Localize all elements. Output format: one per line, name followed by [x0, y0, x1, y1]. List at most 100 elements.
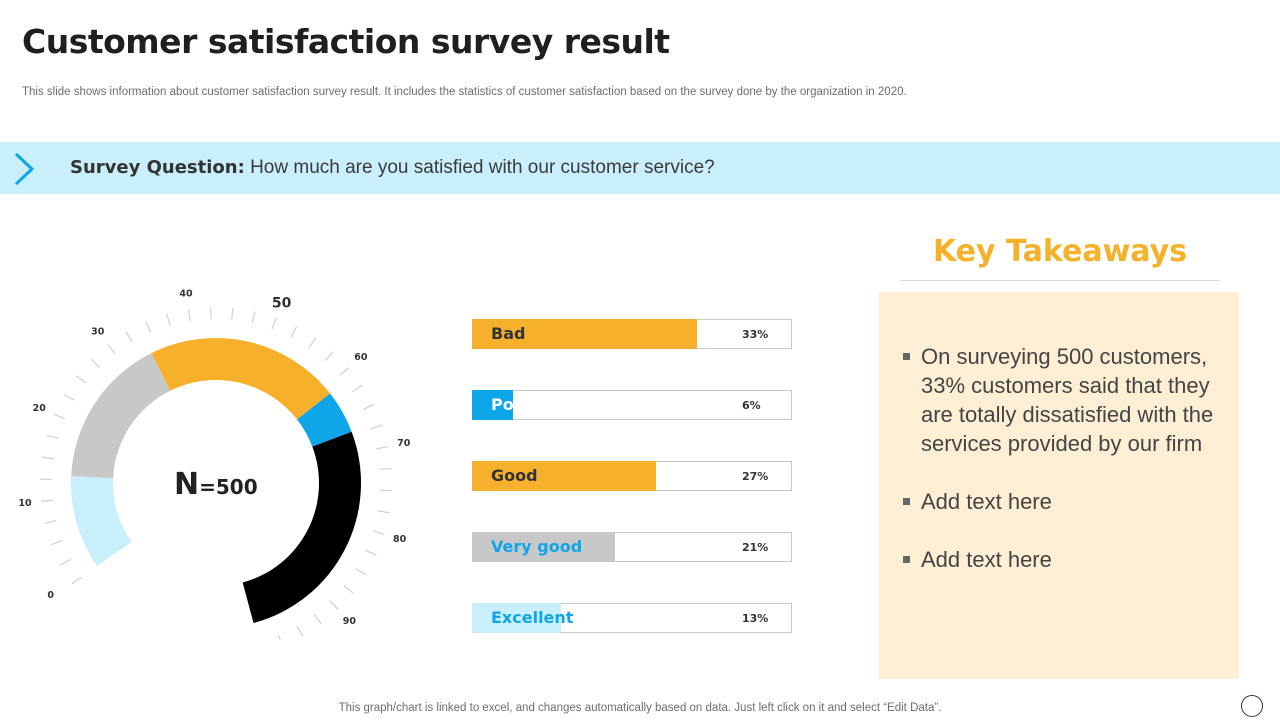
slide-nav-circle-icon[interactable]: [1241, 695, 1263, 717]
gauge-segment-very-good: [71, 353, 171, 479]
gauge-tick: [251, 311, 256, 324]
bar-category-label: Very good: [491, 537, 583, 556]
bar-fill: [472, 319, 697, 349]
gauge-tick: [41, 456, 54, 460]
gauge-tick: [76, 375, 87, 384]
gauge-tick: [308, 337, 317, 349]
bar-category-label: Poor: [491, 395, 533, 414]
gauge-segment-poor: [297, 393, 352, 447]
bar-category-label: Excellent: [491, 608, 574, 627]
gauge-n-value: =500: [199, 475, 258, 499]
gauge-tick: [125, 331, 133, 343]
bar-fill: [472, 603, 561, 633]
gauge-tick: [372, 530, 385, 536]
gauge-tick: [50, 539, 63, 546]
gauge-tick: [46, 434, 59, 440]
bar-value-label: 21%: [742, 541, 769, 554]
square-bullet-icon: [903, 556, 910, 563]
square-bullet-icon: [903, 353, 910, 360]
gauge-tick: [277, 634, 281, 640]
gauge-tick: [90, 358, 100, 368]
square-bullet-icon: [903, 498, 910, 505]
bar-fill: [472, 390, 513, 420]
bar-fill: [472, 532, 615, 562]
gauge-tick: [145, 321, 152, 333]
gauge-tick: [59, 558, 72, 566]
takeaway-item: Add text here: [903, 545, 1223, 574]
key-takeaways-divider: [900, 280, 1220, 281]
takeaway-item: Add text here: [903, 487, 1223, 516]
survey-question-value: How much are you satisfied with our cust…: [250, 157, 715, 178]
gauge-tick: [187, 309, 191, 322]
gauge-tick: [355, 568, 367, 576]
bar-row-poor: Poor 6%: [472, 390, 792, 420]
bar-row-bad: Bad 33%: [472, 319, 792, 349]
footer-note: This graph/chart is linked to excel, and…: [338, 702, 942, 714]
bar-category-label: Good: [491, 466, 538, 485]
svg-text:N=500: N=500: [174, 467, 258, 502]
gauge-tick: [71, 576, 83, 585]
gauge-scale-label: 10: [18, 498, 32, 509]
gauge-scale-label: 30: [91, 327, 105, 338]
gauge-tick: [370, 424, 383, 430]
survey-question-separator: :: [237, 157, 245, 178]
survey-question-label: Survey Question: [70, 157, 238, 178]
key-takeaways-panel: On surveying 500 customers, 33% customer…: [879, 292, 1239, 679]
gauge-scale-label: 50: [272, 296, 292, 312]
takeaway-text: Add text here: [921, 489, 1052, 514]
gauge-tick: [53, 413, 66, 420]
bar-fill: [472, 461, 656, 491]
page-subtitle: This slide shows information about custo…: [22, 86, 907, 98]
gauge-tick: [296, 625, 304, 637]
gauge-scale-label: 60: [354, 352, 368, 363]
gauge-tick: [231, 307, 234, 320]
gauge-tick: [313, 614, 322, 625]
gauge-scale-label: 70: [397, 438, 411, 449]
gauge-tick: [166, 313, 171, 326]
takeaway-item: On surveying 500 customers, 33% customer…: [903, 342, 1223, 458]
gauge-tick: [379, 467, 392, 471]
gauge-tick: [352, 384, 363, 393]
gauge-tick: [44, 520, 57, 524]
gauge-tick: [339, 367, 350, 376]
gauge-n-symbol: N: [174, 467, 199, 502]
gauge-segment-bad: [242, 431, 361, 624]
bar-row-very-good: Very good 21%: [472, 532, 792, 562]
takeaway-text: Add text here: [921, 547, 1052, 572]
bar-category-label: Bad: [491, 324, 526, 343]
key-takeaways-heading: Key Takeaways: [932, 234, 1188, 269]
bar-row-good: Good 27%: [472, 461, 792, 491]
gauge-segment-good: [151, 338, 331, 420]
gauge-segment-excellent: [71, 476, 132, 567]
gauge-tick: [290, 326, 298, 338]
gauge-tick: [40, 499, 53, 502]
gauge-tick: [329, 600, 339, 611]
gauge-segments: [71, 338, 361, 624]
gauge-tick: [362, 403, 374, 411]
gauge-tick: [365, 549, 377, 556]
gauge-scale-label: 20: [33, 403, 47, 414]
gauge-tick: [324, 351, 334, 362]
gauge-scale-label: 90: [343, 616, 357, 627]
gauge-scale-labels: 0102030405060708090100: [18, 288, 411, 627]
page-title: Customer satisfaction survey result: [22, 22, 670, 61]
gauge-tick: [63, 393, 75, 401]
gauge-scale-label: 0: [47, 590, 54, 601]
gauge-tick: [379, 489, 392, 492]
survey-question-text: Survey Question: How much are you satisf…: [70, 157, 715, 179]
survey-question-banner: Survey Question: How much are you satisf…: [0, 142, 1280, 194]
chevron-right-icon: [14, 152, 35, 186]
takeaway-text: On surveying 500 customers, 33% customer…: [921, 344, 1214, 456]
key-takeaways-list: On surveying 500 customers, 33% customer…: [903, 342, 1223, 603]
gauge-scale-label: 40: [179, 288, 193, 299]
bar-value-label: 33%: [742, 328, 769, 341]
gauge-ticks: [40, 307, 392, 640]
bar-track: [472, 390, 792, 420]
gauge-scale-label: 80: [393, 534, 407, 545]
gauge-tick: [343, 585, 354, 594]
gauge-tick: [376, 445, 389, 450]
gauge-tick: [377, 510, 390, 514]
satisfaction-gauge[interactable]: 0102030405060708090100 N=500: [0, 270, 440, 640]
bar-value-label: 6%: [742, 399, 761, 412]
bar-value-label: 13%: [742, 612, 769, 625]
